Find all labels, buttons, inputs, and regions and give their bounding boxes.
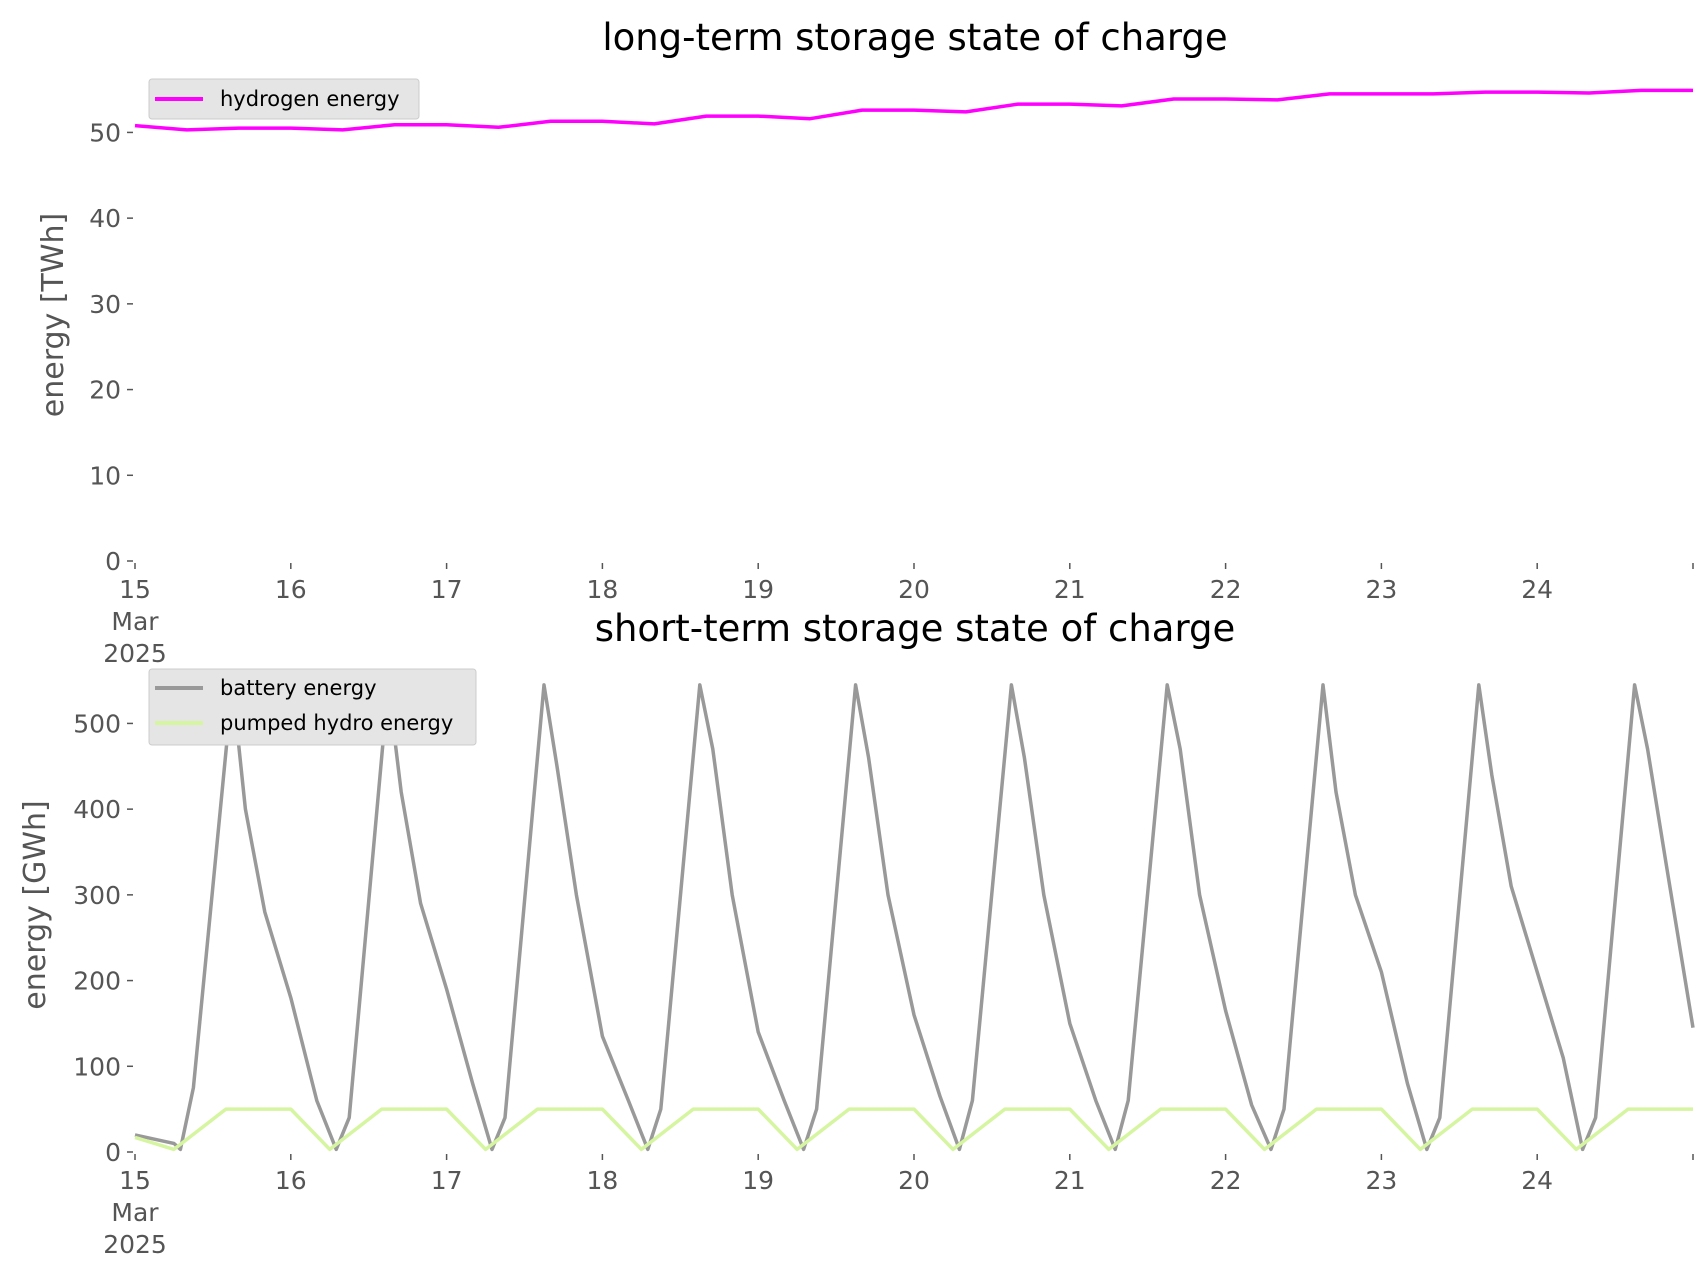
series-line-pumped-hydro-energy [134,1107,1693,1152]
y-tick-label: 30 [89,290,121,319]
x-tick-label: 24 [1521,1166,1553,1195]
y-axis-label: energy [TWh] [36,213,71,417]
legend-label-pumped-hydro: pumped hydro energy [220,711,453,735]
x-tick-label: 18 [586,1166,618,1195]
short-term-storage-panel: short-term storage state of charge energ… [18,607,1695,1259]
series-line-battery-energy [134,683,1695,1152]
y-tick-label: 0 [105,547,121,576]
y-ticks: 0 100 200 300 400 500 [73,709,133,1167]
legend-box [148,668,477,746]
x-tick-label: 20 [898,1166,930,1195]
chart-title: long-term storage state of charge [602,16,1227,59]
x-tick-label: 2025 [103,1230,167,1259]
x-tick-label: 19 [742,575,774,604]
x-tick-label: 24 [1521,575,1553,604]
x-tick-label: Mar [111,1198,159,1227]
y-tick-label: 0 [105,1138,121,1167]
y-tick-label: 10 [89,461,121,490]
legend-label-battery: battery energy [220,676,377,700]
x-tick-label: 22 [1210,575,1242,604]
y-tick-label: 20 [89,376,121,405]
legend: hydrogen energy [148,78,420,120]
legend-label-hydrogen: hydrogen energy [220,87,400,111]
y-tick-label: 100 [73,1052,121,1081]
x-tick-label: 17 [431,575,463,604]
y-tick-label: 400 [73,795,121,824]
x-tick-label: 16 [275,1166,307,1195]
x-tick-label: 18 [586,575,618,604]
y-ticks: 0 10 20 30 40 50 [89,118,133,576]
x-tick-label: 21 [1054,1166,1086,1195]
series-layer [134,683,1695,1152]
y-tick-label: 40 [89,204,121,233]
x-tick-label: 19 [742,1166,774,1195]
x-tick-label: 20 [898,575,930,604]
x-ticks: 15 Mar 2025 16 17 18 19 20 21 22 23 24 [103,563,1694,668]
x-tick-label: 15 [119,1166,151,1195]
chart-title: short-term storage state of charge [595,607,1236,650]
x-tick-label: 15 [119,575,151,604]
y-tick-label: 300 [73,881,121,910]
x-tick-label: 23 [1365,1166,1397,1195]
x-tick-label: 16 [275,575,307,604]
y-tick-label: 50 [89,118,121,147]
legend: battery energy pumped hydro energy [148,668,477,746]
x-tick-label: 21 [1054,575,1086,604]
x-tick-label: 22 [1210,1166,1242,1195]
long-term-storage-panel: long-term storage state of charge energy… [36,16,1694,668]
series-layer [134,88,1693,132]
legend-box [148,78,420,120]
y-tick-label: 200 [73,967,121,996]
x-tick-label: 17 [431,1166,463,1195]
x-tick-label: 2025 [103,639,167,668]
x-tick-label: 23 [1365,575,1397,604]
y-axis-label: energy [GWh] [18,800,53,1009]
y-tick-label: 500 [73,709,121,738]
series-line-hydrogen-energy [134,88,1693,132]
x-tick-label: Mar [111,607,159,636]
x-ticks: 15 Mar 2025 16 17 18 19 20 21 22 23 24 [103,1154,1694,1259]
